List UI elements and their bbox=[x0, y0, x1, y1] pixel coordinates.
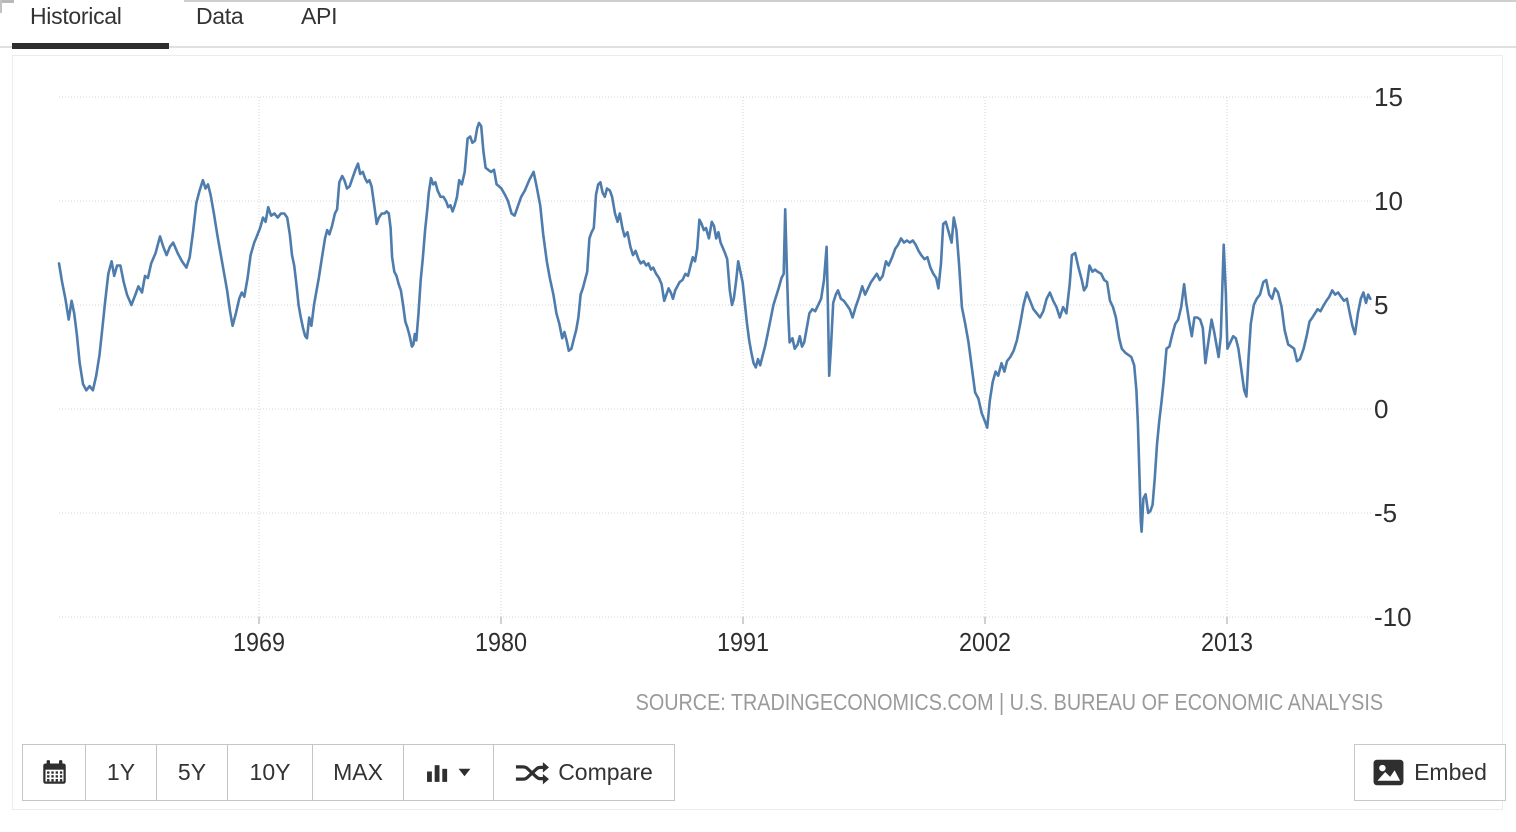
embed-button-label: Embed bbox=[1414, 759, 1487, 785]
bar-chart-icon bbox=[426, 762, 449, 783]
y-axis-tick-label: -5 bbox=[1374, 498, 1397, 528]
range-button-label: 1Y bbox=[106, 759, 136, 785]
range-button-label: 5Y bbox=[177, 759, 207, 785]
x-axis-tick-label: 2013 bbox=[1201, 627, 1253, 657]
calendar-button[interactable] bbox=[23, 745, 86, 800]
tab-historical[interactable]: Historical bbox=[30, 3, 122, 29]
source-credit: SOURCE: TRADINGECONOMICS.COM | U.S. BURE… bbox=[635, 689, 1383, 715]
x-axis-tick-label: 1980 bbox=[475, 627, 527, 657]
shuffle-icon bbox=[515, 760, 550, 786]
chevron-down-icon bbox=[458, 768, 471, 777]
tab-api[interactable]: API bbox=[301, 3, 338, 29]
chart-card: 1969 1980 1991 2002 2013 15 10 5 0 -5 -10 SOURCE: … bbox=[12, 55, 1506, 810]
image-icon bbox=[1373, 759, 1404, 786]
range-button-5y[interactable]: 5Y bbox=[157, 745, 228, 800]
range-button-label: MAX bbox=[333, 759, 383, 785]
range-button-max[interactable]: MAX bbox=[313, 745, 404, 800]
range-button-10y[interactable]: 10Y bbox=[228, 745, 313, 800]
top-left-corner-edge bbox=[0, 0, 2, 13]
compare-button-label: Compare bbox=[558, 759, 653, 785]
x-axis-tick-label: 1991 bbox=[717, 627, 769, 657]
y-axis-tick-label: 15 bbox=[1374, 82, 1403, 112]
top-left-corner bbox=[0, 0, 14, 3]
y-axis-tick-label: 10 bbox=[1374, 186, 1403, 216]
top-divider bbox=[0, 0, 1516, 2]
data-series-line bbox=[57, 121, 1372, 534]
range-button-label: 10Y bbox=[249, 759, 291, 785]
y-axis-tick-label: -10 bbox=[1374, 602, 1412, 632]
tab-data[interactable]: Data bbox=[196, 3, 244, 29]
y-axis-tick-label: 0 bbox=[1374, 394, 1388, 424]
x-axis-tick-label: 1969 bbox=[233, 627, 285, 657]
active-tab-underline bbox=[12, 43, 169, 49]
active-tab-gap bbox=[14, 0, 184, 4]
range-button-1y[interactable]: 1Y bbox=[86, 745, 157, 800]
tabs-bottom-border bbox=[0, 46, 1516, 48]
embed-button[interactable]: Embed bbox=[1354, 744, 1506, 801]
compare-button[interactable]: Compare bbox=[494, 745, 674, 800]
y-axis-tick-label: 5 bbox=[1374, 290, 1388, 320]
chart-plot[interactable]: 1969 1980 1991 2002 2013 15 10 5 0 -5 -10 bbox=[13, 56, 1502, 681]
chart-type-dropdown[interactable] bbox=[404, 745, 494, 800]
chart-toolbar: 1Y 5Y 10Y MAX bbox=[22, 744, 675, 801]
calendar-icon bbox=[41, 759, 68, 786]
x-axis-tick-label: 2002 bbox=[959, 627, 1011, 657]
